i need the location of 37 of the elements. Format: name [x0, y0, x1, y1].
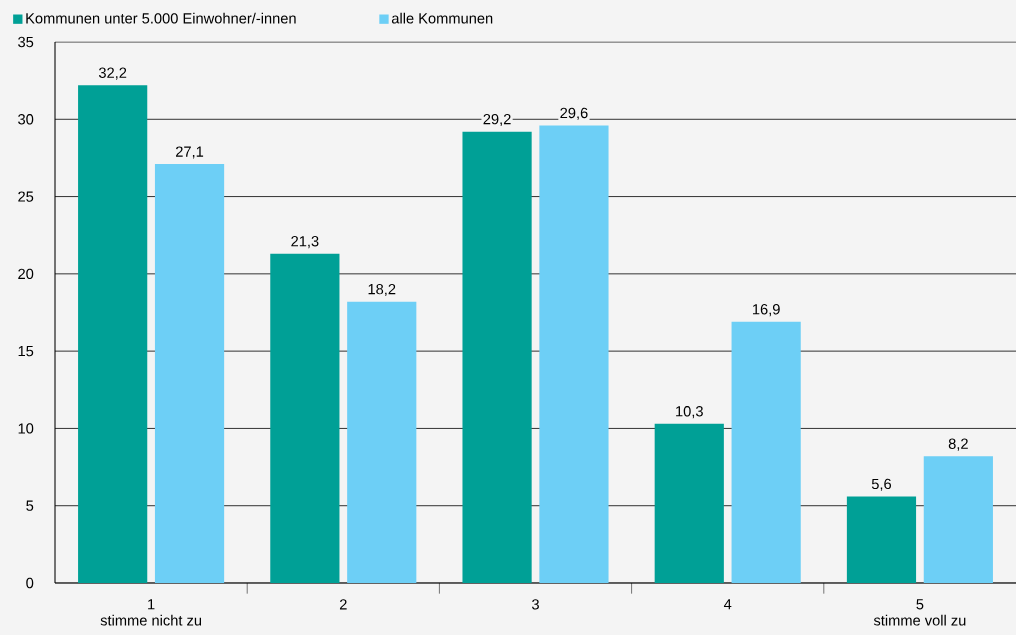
y-tick-label: 5 [26, 500, 34, 511]
bar [731, 321, 801, 583]
data-label: 32,2 [98, 67, 127, 80]
x-tick-label: 2 [339, 599, 347, 610]
data-label: 27,1 [176, 146, 204, 159]
y-tick-label: 10 [18, 423, 34, 434]
y-tick-label: 0 [26, 577, 34, 589]
bar [923, 456, 993, 583]
x-tick-label: 1 [148, 599, 155, 610]
data-label: 29,6 [560, 107, 588, 120]
bar [846, 496, 917, 583]
data-label: 21,3 [291, 236, 319, 249]
bar [347, 301, 417, 583]
bar [654, 423, 724, 583]
data-label: 8,2 [948, 438, 968, 451]
y-tick-label: 25 [18, 191, 34, 202]
data-label: 16,9 [752, 304, 780, 317]
legend-label: alle Kommunen [391, 12, 493, 24]
data-label: 5,6 [871, 478, 892, 491]
bar [539, 125, 609, 583]
x-tick-label: 3 [531, 599, 539, 610]
y-tick-label: 35 [18, 36, 34, 48]
bar [78, 85, 148, 583]
legend-label: Kommunen unter 5.000 Einwohner/-innen [26, 12, 296, 24]
text: stimme voll zu [873, 614, 966, 626]
x-tick-label: 4 [723, 599, 732, 610]
y-tick-label: 20 [18, 268, 34, 280]
bar [154, 164, 225, 583]
y-tick-label: 15 [18, 346, 34, 357]
bar [462, 131, 532, 583]
data-label: 10,3 [676, 406, 703, 419]
y-tick-label: 30 [18, 114, 34, 125]
data-label: 18,2 [368, 283, 396, 297]
bar [270, 253, 340, 583]
text: stimme nicht zu [100, 614, 202, 626]
x-tick-label: 5 [916, 599, 924, 610]
data-label: 29,2 [483, 113, 511, 127]
